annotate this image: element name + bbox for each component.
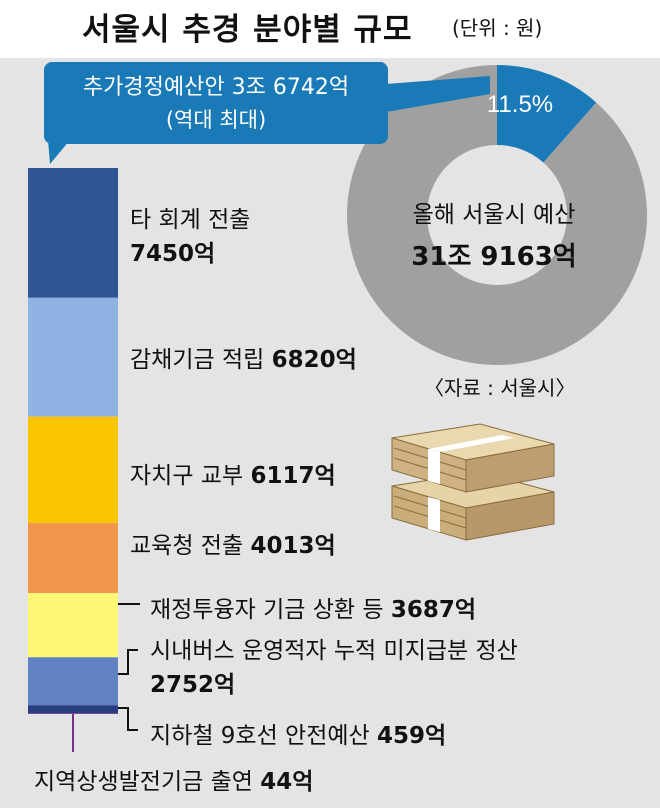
category-label-4: 재정투융자 기금 상환 등 (150, 597, 384, 623)
callout-note: (역대 최대) (165, 108, 267, 132)
label-other-account: 타 회계 전출 7450억 (130, 200, 250, 268)
value-label-2: 6117억 (250, 463, 336, 489)
bar-segment-2 (28, 416, 118, 524)
money-stack-top (391, 423, 555, 493)
category-label-3: 교육청 전출 (130, 533, 244, 559)
label-subway-line9: 지하철 9호선 안전예산 459억 (150, 716, 446, 750)
label-sinking-fund: 감채기금 적립 6820억 (130, 340, 357, 374)
stacked-bar (28, 168, 118, 714)
donut-slice-rest (347, 65, 647, 365)
bar-segment-1 (28, 297, 118, 417)
label-district-grant: 자치구 교부 6117억 (130, 456, 336, 490)
category-label-1: 감채기금 적립 (130, 347, 265, 373)
bar-segment-7 (28, 713, 118, 714)
category-label-5: 시내버스 운영적자 누적 미지급분 정산 (150, 638, 518, 664)
bar-segment-0 (28, 168, 118, 298)
value-label-1: 6820억 (271, 347, 357, 373)
source-note: 〈자료 : 서울시〉 (424, 376, 576, 400)
callout-total: 추가경정예산안 3조 6742억 (82, 75, 350, 100)
donut-slice-share (497, 65, 597, 163)
donut-center-label: 올해 서울시 예산 (413, 202, 576, 228)
label-bus-deficit: 시내버스 운영적자 누적 미지급분 정산 2752억 (150, 634, 518, 702)
category-label-6: 지하철 9호선 안전예산 (150, 723, 370, 749)
category-label-2: 자치구 교부 (130, 463, 244, 489)
value-label-6: 459억 (377, 723, 447, 749)
donut-center-value: 31조 9163억 (411, 242, 576, 272)
category-label-7: 지역상생발전기금 출연 (34, 769, 253, 795)
supplementary-budget-callout: 추가경정예산안 3조 6742억 (역대 최대) (44, 62, 388, 144)
bar-segment-4 (28, 593, 118, 658)
label-fund-repayment: 재정투융자 기금 상환 등 3687억 (150, 590, 476, 624)
donut-percent-label: 11.5% (487, 91, 553, 118)
money-stack-icon (391, 423, 555, 541)
value-label-0: 7450억 (130, 241, 216, 267)
unit-label: (단위 : 원) (452, 16, 543, 40)
budget-donut: 11.5% 올해 서울시 예산 31조 9163억 (347, 65, 647, 365)
bar-segment-3 (28, 523, 118, 594)
category-label-0: 타 회계 전출 (130, 207, 251, 233)
bar-segment-5 (28, 657, 118, 706)
label-regional-fund: 지역상생발전기금 출연 44억 (34, 762, 313, 796)
label-education-office: 교육청 전출 4013억 (130, 526, 336, 560)
value-label-4: 3687억 (390, 597, 477, 623)
callout-pointer (48, 140, 70, 164)
bar-segment-6 (28, 705, 118, 714)
value-label-7: 44억 (260, 769, 314, 795)
chart-title: 서울시 추경 분야별 규모 (82, 12, 413, 48)
value-label-3: 4013억 (250, 533, 336, 559)
value-label-5: 2752억 (150, 672, 236, 698)
